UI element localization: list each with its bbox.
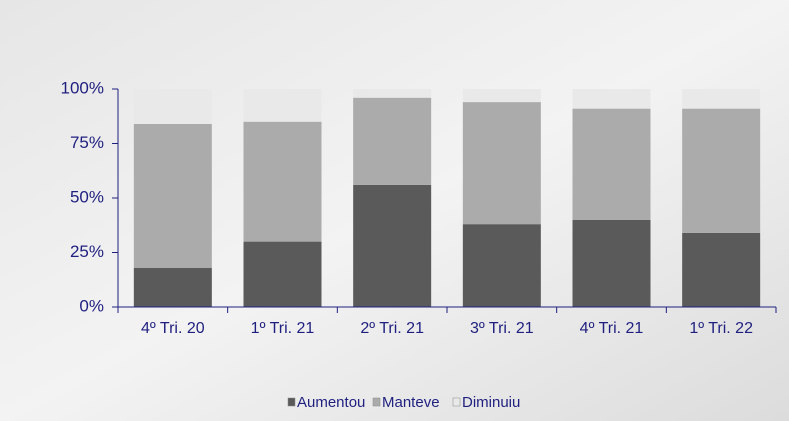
bar-segment [682,89,761,109]
x-tick-label: 1º Tri. 21 [251,320,315,337]
y-tick-label: 75% [70,133,104,152]
legend-label: Aumentou [297,394,365,411]
bar-segment [462,224,541,307]
bar-segment [572,89,651,109]
bar-segment [133,89,212,124]
bar-segment [572,219,651,307]
legend-marker [372,397,381,407]
y-tick-label: 100% [61,78,104,97]
legend-label: Manteve [382,394,440,411]
x-tick-label: 2º Tri. 21 [360,320,424,337]
y-tick-label: 25% [70,242,104,261]
x-tick-label: 4º Tri. 21 [580,320,644,337]
bar-segment [682,108,761,233]
bar-segment [353,184,432,307]
x-tick-label: 4º Tri. 20 [141,320,205,337]
bar-segment [353,89,432,98]
y-tick-label: 50% [70,187,104,206]
bar-segment [462,102,541,225]
y-tick-label: 0% [79,296,104,315]
bar-segment [243,241,322,307]
legend-label: Diminuiu [462,394,520,411]
legend-marker [452,397,461,407]
x-tick-label: 3º Tri. 21 [470,320,534,337]
bar-segment [243,121,322,242]
bar-segment [133,123,212,268]
bar-segment [572,108,651,220]
bar-segment [682,232,761,307]
bar-segment [133,267,212,307]
bar-segment [353,97,432,185]
bar-segment [243,89,322,122]
legend-marker [287,397,296,407]
x-tick-label: 1º Tri. 22 [689,320,753,337]
bar-segment [462,89,541,103]
